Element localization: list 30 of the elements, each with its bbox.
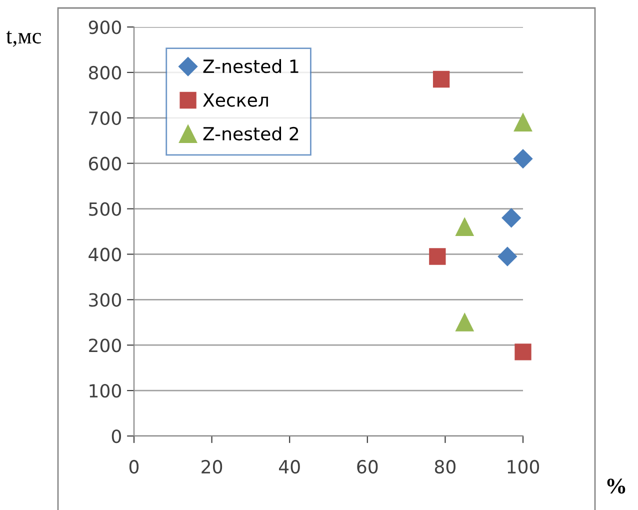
y-tick-label: 0: [112, 429, 121, 444]
point: [498, 246, 517, 266]
y-tick-label: 900: [88, 20, 121, 34]
x-tick-label: 80: [434, 460, 456, 474]
x-tick-label: 60: [357, 460, 378, 474]
x-tick-label: 100: [508, 460, 540, 474]
legend-label: Z-nested 1: [203, 59, 298, 74]
y-tick-label: 200: [89, 338, 121, 352]
point: [456, 313, 474, 332]
point: [513, 149, 533, 168]
y-tick-label: 100: [90, 384, 121, 398]
y-tick-label: 400: [88, 248, 121, 262]
y-tick-label: 700: [89, 111, 121, 126]
point: [432, 70, 450, 88]
y-axis-title: t,мс: [6, 30, 41, 47]
y-tick-label: 800: [88, 66, 121, 80]
y-tick-label: 300: [89, 293, 121, 307]
x-tick-label: 0: [129, 460, 139, 474]
point: [429, 248, 446, 265]
x-tick-label: 20: [202, 460, 222, 474]
legend-label: Z-nested 2: [203, 126, 298, 141]
y-tick-label: 600: [88, 156, 121, 170]
point: [456, 218, 474, 236]
x-axis-title: %: [607, 478, 626, 494]
point: [514, 113, 532, 132]
legend-label: Хескел: [203, 93, 268, 107]
y-tick-label: 500: [89, 202, 121, 216]
x-tick-label: 40: [278, 460, 300, 474]
point: [514, 344, 532, 360]
point: [502, 208, 521, 228]
